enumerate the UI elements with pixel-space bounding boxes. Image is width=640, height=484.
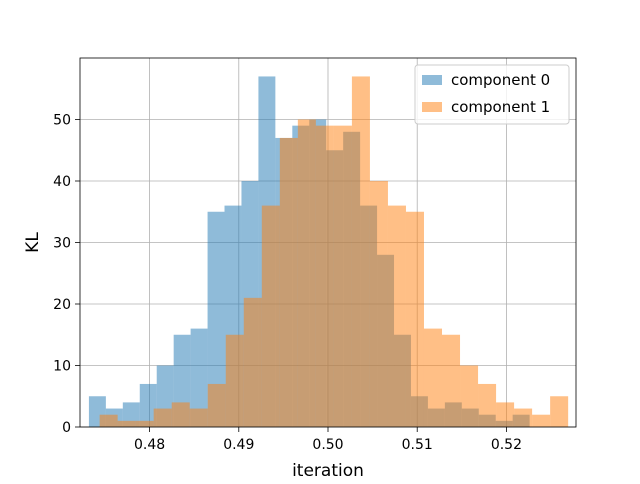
y-tick-label: 0 <box>62 420 71 436</box>
histogram-bar-series-1 <box>478 383 497 427</box>
histogram-bar-series-1 <box>423 328 443 427</box>
histogram-bar-series-1 <box>153 408 172 427</box>
histogram-bar-series-1 <box>514 408 533 427</box>
histogram-bar-series-1 <box>99 414 118 427</box>
histogram-bar-series-1 <box>315 125 334 428</box>
histogram-bar-series-1 <box>297 119 316 427</box>
legend-label: component 1 <box>451 98 550 116</box>
histogram-bar-series-1 <box>279 137 298 427</box>
legend-swatch <box>422 75 442 85</box>
histogram-bars <box>88 76 569 428</box>
histogram-bar-series-0 <box>139 383 157 427</box>
legend-box <box>414 64 570 125</box>
y-tick-label: 20 <box>53 297 71 313</box>
histogram-bar-series-1 <box>171 402 190 427</box>
histogram-bar-series-1 <box>243 297 262 427</box>
histogram-bar-series-1 <box>333 125 352 428</box>
y-axis-ticks: 0 10 20 30 40 50 <box>53 113 80 436</box>
x-tick-label: 0.50 <box>312 437 343 453</box>
y-tick-label: 30 <box>53 236 71 252</box>
histogram-bar-series-0 <box>190 328 208 427</box>
histogram-bar-series-1 <box>207 383 226 427</box>
x-axis-label: iteration <box>292 461 364 480</box>
histogram-bar-series-1 <box>351 76 370 427</box>
histogram-bar-series-1 <box>135 420 154 427</box>
y-tick-label: 50 <box>53 113 71 129</box>
histogram-bar-series-1 <box>261 205 280 427</box>
legend-label: component 0 <box>451 71 550 89</box>
histogram-bar-series-1 <box>550 396 569 427</box>
x-tick-label: 0.48 <box>134 437 165 453</box>
x-tick-label: 0.51 <box>402 437 433 453</box>
x-tick-label: 0.49 <box>223 437 254 453</box>
histogram-bar-series-1 <box>117 420 136 427</box>
histogram-bar-series-1 <box>460 365 479 427</box>
histogram-bar-series-1 <box>387 205 406 427</box>
histogram-bar-series-1 <box>442 334 461 427</box>
y-tick-label: 40 <box>53 174 71 190</box>
y-tick-label: 10 <box>53 359 71 375</box>
histogram-bar-series-1 <box>532 414 551 427</box>
histogram-bar-series-1 <box>225 334 244 427</box>
histogram-bar-series-1 <box>189 408 208 427</box>
x-tick-label: 0.52 <box>491 437 522 453</box>
legend-swatch <box>422 102 442 112</box>
histogram-bar-series-1 <box>369 181 388 427</box>
legend: component 0 component 1 <box>414 64 570 125</box>
x-axis-ticks: 0.48 0.49 0.50 0.51 0.52 <box>134 427 522 453</box>
histogram-bar-series-1 <box>496 402 515 427</box>
histogram-bar-series-1 <box>405 211 424 427</box>
histogram-bar-series-0 <box>207 211 225 427</box>
y-axis-label: KL <box>23 232 43 253</box>
